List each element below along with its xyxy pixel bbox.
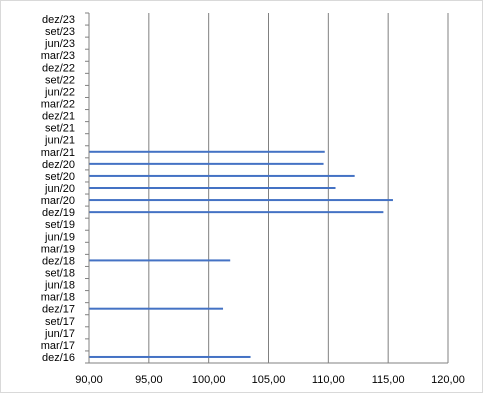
y-tick-label: mar/17 <box>41 340 75 352</box>
y-tick-label: mar/20 <box>41 195 75 207</box>
y-tick-label: set/19 <box>45 219 75 231</box>
y-tick-label: jun/22 <box>44 86 75 98</box>
bar-dez-18 <box>89 259 231 262</box>
bars <box>89 150 393 358</box>
y-tick-label: dez/17 <box>42 304 75 316</box>
x-tick-label: 105,00 <box>252 374 286 386</box>
y-tick-label: mar/23 <box>41 50 75 62</box>
y-tick-label: jun/20 <box>44 183 75 195</box>
y-tick-label: set/22 <box>45 74 75 86</box>
bar-mar-20 <box>89 199 393 202</box>
x-tick-label: 95,00 <box>135 374 163 386</box>
y-tick-label: dez/18 <box>42 255 75 267</box>
y-tick-label: set/20 <box>45 171 75 183</box>
y-tick-label: jun/17 <box>44 328 75 340</box>
x-tick-label: 90,00 <box>75 374 103 386</box>
y-tick-label: jun/19 <box>44 231 75 243</box>
bar-jun-20 <box>89 187 336 189</box>
y-tick-label: dez/21 <box>42 111 75 123</box>
y-tick-label: set/21 <box>45 123 75 135</box>
y-tick-label: mar/22 <box>41 99 75 111</box>
bar-dez-19 <box>89 211 384 214</box>
bar-set-20 <box>89 174 355 177</box>
y-tick-label: set/17 <box>45 316 75 328</box>
y-tick-label: dez/19 <box>42 207 75 219</box>
y-tick-label: dez/23 <box>42 14 75 26</box>
axes <box>85 12 448 364</box>
y-tick-label: jun/23 <box>44 38 75 50</box>
y-tick-label: dez/22 <box>42 62 75 74</box>
bar-dez-16 <box>89 355 251 358</box>
x-tick-label: 110,00 <box>312 374 345 386</box>
bar-dez-17 <box>89 307 224 310</box>
y-tick-label: dez/20 <box>42 159 75 171</box>
y-tick-label: set/18 <box>45 267 75 279</box>
y-tick-label: jun/21 <box>44 135 75 147</box>
bar-dez-20 <box>89 162 324 165</box>
y-tick-label: mar/18 <box>41 292 75 304</box>
y-tick-label: set/23 <box>45 26 75 38</box>
x-tick-labels: 90,00 95,00 100,00 105,00 110,00 115,00 120,00 <box>75 374 465 386</box>
bar-mar-21 <box>89 150 325 153</box>
y-tick-label: jun/18 <box>44 280 75 292</box>
y-tick-labels: dez/16mar/17jun/17set/17dez/17mar/18jun/… <box>41 14 75 364</box>
x-tick-label: 115,00 <box>372 374 405 386</box>
y-tick-label: mar/21 <box>41 147 75 159</box>
y-tick-label: mar/19 <box>41 243 75 255</box>
y-tick-label: dez/16 <box>42 352 75 364</box>
x-tick-label: 100,00 <box>192 374 226 386</box>
x-tick-label: 120,00 <box>431 374 465 386</box>
